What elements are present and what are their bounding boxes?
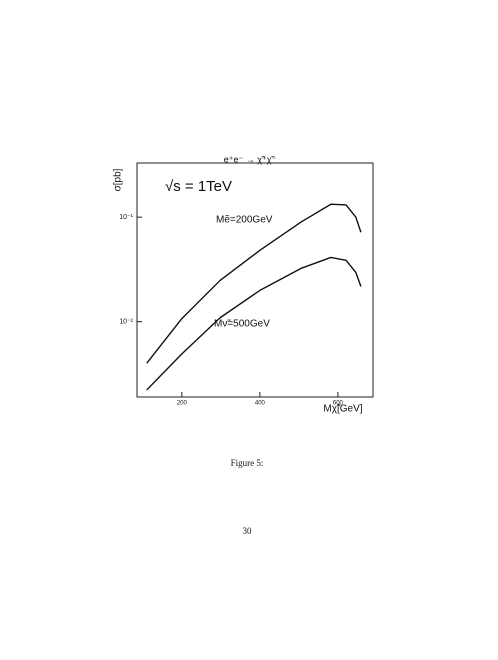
y-tick-label: 10⁻² bbox=[119, 318, 133, 325]
line bbox=[146, 203, 362, 364]
line bbox=[146, 256, 362, 391]
x-axis-label: Mχ̃[GeV] bbox=[323, 404, 362, 415]
annotation: √s = 1TeV bbox=[165, 178, 232, 195]
figure-caption: Figure 5: bbox=[231, 458, 264, 468]
page-number: 30 bbox=[243, 526, 253, 536]
x-tick-label: 600 bbox=[333, 401, 344, 407]
x-tick-label: 200 bbox=[177, 401, 188, 407]
plot-frame bbox=[136, 162, 374, 398]
y-axis-label: σ[pb] bbox=[113, 168, 124, 191]
y-tick-label: 10⁻¹ bbox=[119, 214, 133, 221]
x-tick-label: 400 bbox=[255, 401, 266, 407]
series-label: Mν̃=500GeV bbox=[214, 319, 270, 330]
chart-title: e⁺e⁻ → χ̃⁺χ̃⁻ bbox=[224, 154, 277, 164]
series-label: Mẽ=200GeV bbox=[216, 215, 273, 226]
